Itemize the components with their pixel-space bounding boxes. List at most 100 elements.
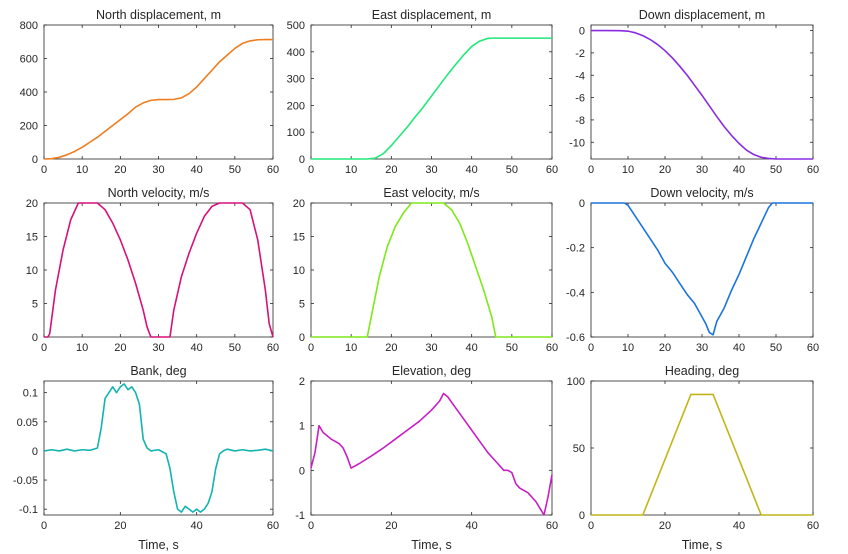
y-tick-label: 0	[32, 446, 38, 458]
x-tick-label: 40	[466, 520, 478, 532]
x-tick-label: 50	[229, 164, 241, 176]
x-axis-label: Time, s	[138, 538, 179, 552]
x-tick-label: 0	[308, 520, 314, 532]
y-tick-label: -4	[575, 70, 585, 82]
chart-panel-4: 0 10 20 30 40 50 60 0 5 10 15 20 North velocity, m/s	[26, 186, 279, 354]
x-tick-label: 0	[41, 342, 47, 354]
series-line	[310, 392, 553, 516]
y-tick-label: 0	[579, 26, 585, 38]
x-tick-label: 0	[41, 164, 47, 176]
x-axis-label: Time, s	[411, 538, 452, 552]
y-tick-label: 200	[287, 100, 305, 112]
x-tick-label: 40	[733, 342, 745, 354]
y-tick-label: 1	[299, 421, 305, 433]
y-tick-label: -6	[575, 93, 585, 105]
y-tick-label: 10	[293, 265, 305, 277]
x-tick-label: 30	[696, 164, 708, 176]
series-line	[43, 38, 273, 160]
x-tick-label: 60	[267, 520, 279, 532]
x-tick-label: 10	[76, 164, 88, 176]
chart-title: East velocity, m/s	[383, 186, 479, 200]
chart-title: Heading, deg	[665, 364, 739, 378]
y-tick-label: -0.05	[13, 475, 38, 487]
x-tick-label: 20	[385, 520, 397, 532]
x-tick-label: 50	[770, 342, 782, 354]
chart-panel-9: 0 20 40 60 0 50 100 Heading, deg Time, s	[567, 364, 819, 552]
x-tick-label: 50	[229, 342, 241, 354]
series-line	[591, 393, 813, 516]
y-tick-label: 50	[573, 443, 585, 455]
y-tick-label: 0	[579, 510, 585, 522]
y-tick-label: 5	[299, 299, 305, 311]
y-tick-label: 5	[32, 299, 38, 311]
x-tick-label: 20	[385, 342, 397, 354]
series-line	[311, 202, 552, 338]
y-tick-label: -0.4	[566, 287, 585, 299]
y-tick-label: 2	[299, 376, 305, 388]
y-tick-label: -0.1	[19, 504, 38, 516]
x-tick-label: 60	[546, 164, 558, 176]
x-tick-label: 40	[466, 342, 478, 354]
x-tick-label: 20	[659, 164, 671, 176]
y-tick-label: 100	[287, 127, 305, 139]
x-tick-label: 30	[696, 342, 708, 354]
plot-area	[43, 380, 274, 516]
x-tick-label: 60	[267, 342, 279, 354]
x-tick-label: 60	[807, 164, 819, 176]
chart-panel-7: 0 20 40 60 -0.1 -0.05 0 0.05 0.1 Bank, deg Time, s	[13, 364, 279, 552]
x-tick-label: 10	[345, 342, 357, 354]
plot-area	[590, 380, 814, 516]
y-tick-label: -1	[295, 510, 305, 522]
x-tick-label: 50	[506, 342, 518, 354]
chart-title: Bank, deg	[130, 364, 186, 378]
x-tick-label: 0	[588, 520, 594, 532]
x-tick-label: 60	[807, 342, 819, 354]
x-tick-label: 60	[807, 520, 819, 532]
plot-area	[43, 24, 274, 160]
y-tick-label: 0.1	[23, 388, 38, 400]
y-tick-label: 600	[20, 54, 38, 66]
chart-panel-3: 0 10 20 30 40 50 60 -10 -8 -6 -4 -2 0 Down displaceme…	[569, 8, 819, 176]
x-tick-label: 20	[114, 164, 126, 176]
chart-title: Down displacement, m	[639, 8, 765, 22]
y-tick-label: -0.6	[566, 332, 585, 344]
y-tick-label: 200	[20, 121, 38, 133]
chart-panel-5: 0 10 20 30 40 50 60 0 5 10 15 20 East velocity, m/s	[293, 186, 558, 354]
y-tick-label: 0	[32, 332, 38, 344]
plot-area	[43, 202, 274, 338]
x-tick-label: 60	[546, 342, 558, 354]
x-tick-label: 10	[345, 164, 357, 176]
x-tick-label: 60	[267, 164, 279, 176]
x-tick-label: 20	[659, 342, 671, 354]
x-tick-label: 10	[622, 164, 634, 176]
x-tick-label: 40	[191, 164, 203, 176]
chart-title: Down velocity, m/s	[650, 186, 753, 200]
x-tick-label: 20	[659, 520, 671, 532]
x-tick-label: 10	[76, 342, 88, 354]
plot-area	[310, 202, 553, 338]
y-tick-label: 10	[26, 265, 38, 277]
y-tick-label: 400	[287, 47, 305, 59]
y-tick-label: 800	[20, 20, 38, 32]
y-tick-label: 0	[299, 154, 305, 166]
y-tick-label: 500	[287, 20, 305, 32]
chart-title: North velocity, m/s	[108, 186, 210, 200]
x-tick-label: 0	[588, 164, 594, 176]
y-tick-label: 0.05	[17, 417, 38, 429]
y-tick-label: 0	[579, 198, 585, 210]
plot-area	[590, 202, 814, 338]
x-tick-label: 20	[114, 520, 126, 532]
x-tick-label: 50	[506, 164, 518, 176]
x-tick-label: 40	[733, 164, 745, 176]
x-tick-label: 30	[425, 164, 437, 176]
plot-area	[590, 24, 814, 160]
y-tick-label: 0	[32, 154, 38, 166]
y-tick-label: 20	[26, 198, 38, 210]
x-tick-label: 30	[152, 164, 164, 176]
x-tick-label: 20	[114, 342, 126, 354]
series-line	[591, 29, 813, 160]
chart-title: Elevation, deg	[392, 364, 471, 378]
chart-panel-6: 0 10 20 30 40 50 60 -0.6 -0.4 -0.2 0 Down velocity,…	[566, 186, 819, 354]
